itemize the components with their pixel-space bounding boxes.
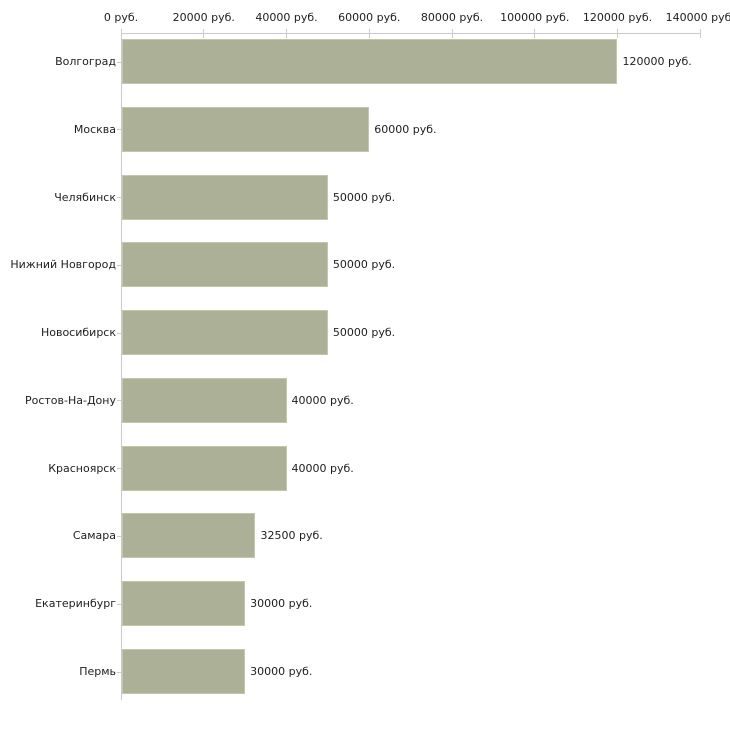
bar-5 <box>122 310 328 356</box>
bar-7 <box>122 445 287 491</box>
category-label: Пермь <box>79 665 116 679</box>
x-axis-tick-mark <box>699 29 701 38</box>
x-axis-tick-label: 80000 руб. <box>420 11 484 24</box>
bar-3 <box>122 174 328 220</box>
x-axis-tick-label: 140000 руб. <box>665 11 730 24</box>
x-axis-tick-mark <box>534 29 536 38</box>
y-axis-tick-mark <box>117 265 121 266</box>
x-axis-tick-label: 60000 руб. <box>338 11 401 24</box>
x-axis-tick-mark <box>451 29 453 38</box>
y-axis-tick-mark <box>117 197 121 198</box>
value-label: 50000 руб. <box>332 258 396 272</box>
y-axis-tick-mark <box>117 62 121 63</box>
value-label: 50000 руб. <box>332 190 396 204</box>
value-label: 40000 руб. <box>291 393 354 407</box>
x-axis-tick-mark <box>203 29 205 38</box>
x-axis-tick-label: 120000 руб. <box>582 11 653 24</box>
x-axis-tick-label: 20000 руб. <box>172 11 235 24</box>
value-label: 60000 руб. <box>374 122 437 136</box>
x-axis-tick-label: 100000 руб. <box>500 11 570 24</box>
x-axis-tick-mark <box>286 29 287 38</box>
category-label: Челябинск <box>54 190 116 204</box>
x-axis-tick-label: 40000 руб. <box>255 11 318 24</box>
value-label: 30000 руб. <box>250 665 313 679</box>
y-axis-tick-mark <box>117 333 121 334</box>
value-label: 32500 руб. <box>260 529 323 543</box>
bar-8 <box>122 513 255 559</box>
y-axis-line <box>121 33 122 700</box>
y-axis-tick-mark <box>117 400 121 401</box>
y-axis-tick-mark <box>117 129 121 130</box>
y-axis-tick-mark <box>117 536 121 537</box>
x-axis-line <box>121 33 700 34</box>
bar-6 <box>122 377 287 423</box>
category-label: Ростов-На-Дону <box>24 393 116 407</box>
bar-10 <box>122 649 245 695</box>
x-axis-tick-label: 0 руб. <box>103 11 139 24</box>
category-label: Самара <box>72 529 116 543</box>
x-axis-tick-mark <box>368 29 370 38</box>
bar-1 <box>122 39 617 84</box>
y-axis-tick-mark <box>117 604 121 605</box>
category-label: Нижний Новгород <box>10 258 116 272</box>
category-label: Волгоград <box>55 55 116 68</box>
x-axis-tick-mark <box>617 29 618 38</box>
y-axis-tick-mark <box>117 468 121 469</box>
category-label: Новосибирск <box>40 326 116 340</box>
category-label: Екатеринбург <box>35 597 116 611</box>
category-label: Москва <box>73 122 116 136</box>
value-label: 50000 руб. <box>332 326 396 340</box>
bar-2 <box>122 106 369 152</box>
x-axis-tick-mark <box>120 29 122 38</box>
value-label: 30000 руб. <box>250 597 313 611</box>
bar-4 <box>122 242 328 288</box>
bar-9 <box>122 581 245 627</box>
category-label: Красноярск <box>48 461 116 475</box>
y-axis-tick-mark <box>117 672 121 673</box>
value-label: 120000 руб. <box>622 55 692 68</box>
value-label: 40000 руб. <box>291 461 354 475</box>
